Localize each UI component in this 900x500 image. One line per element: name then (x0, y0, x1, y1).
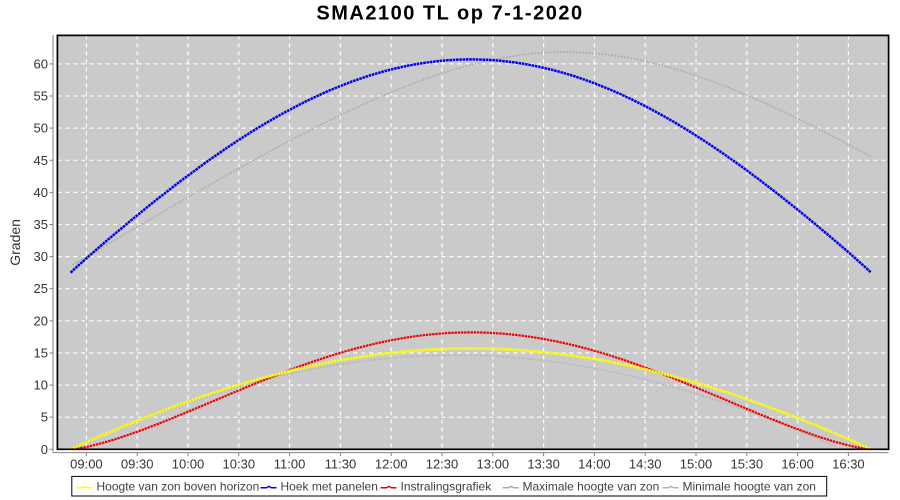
svg-text:14:00: 14:00 (578, 457, 611, 472)
svg-text:0: 0 (41, 442, 48, 457)
svg-text:15: 15 (34, 346, 48, 361)
svg-text:Graden: Graden (7, 219, 23, 266)
svg-text:Hoogte van zon boven horizon: Hoogte van zon boven horizon (97, 480, 260, 494)
svg-text:13:30: 13:30 (527, 457, 560, 472)
svg-text:09:00: 09:00 (70, 457, 103, 472)
svg-text:13:00: 13:00 (477, 457, 510, 472)
svg-text:25: 25 (34, 281, 48, 296)
svg-text:35: 35 (34, 217, 48, 232)
svg-text:50: 50 (34, 121, 48, 136)
svg-text:Maximale hoogte van zon: Maximale hoogte van zon (523, 480, 660, 494)
svg-text:45: 45 (34, 153, 48, 168)
svg-text:11:30: 11:30 (325, 457, 357, 472)
svg-text:60: 60 (34, 56, 48, 71)
svg-text:10:00: 10:00 (172, 457, 205, 472)
svg-text:09:30: 09:30 (121, 457, 154, 472)
svg-text:15:30: 15:30 (731, 457, 764, 472)
svg-text:16:00: 16:00 (781, 457, 814, 472)
svg-text:12:00: 12:00 (375, 457, 408, 472)
svg-text:Instralingsgrafiek: Instralingsgrafiek (401, 480, 493, 494)
svg-text:10: 10 (34, 378, 48, 393)
svg-text:SMA2100 TL op 7-1-2020: SMA2100 TL op 7-1-2020 (316, 3, 583, 25)
svg-text:Minimale hoogte van zon: Minimale hoogte van zon (683, 480, 816, 494)
svg-text:30: 30 (34, 249, 48, 264)
svg-text:14:30: 14:30 (629, 457, 662, 472)
svg-text:15:00: 15:00 (680, 457, 713, 472)
svg-text:10:30: 10:30 (223, 457, 256, 472)
svg-text:11:00: 11:00 (274, 457, 306, 472)
svg-text:16:30: 16:30 (832, 457, 865, 472)
svg-text:5: 5 (41, 410, 48, 425)
svg-text:40: 40 (34, 185, 48, 200)
svg-text:Hoek met panelen: Hoek met panelen (281, 480, 378, 494)
svg-text:12:30: 12:30 (426, 457, 459, 472)
svg-text:20: 20 (34, 313, 48, 328)
svg-text:55: 55 (34, 89, 48, 104)
